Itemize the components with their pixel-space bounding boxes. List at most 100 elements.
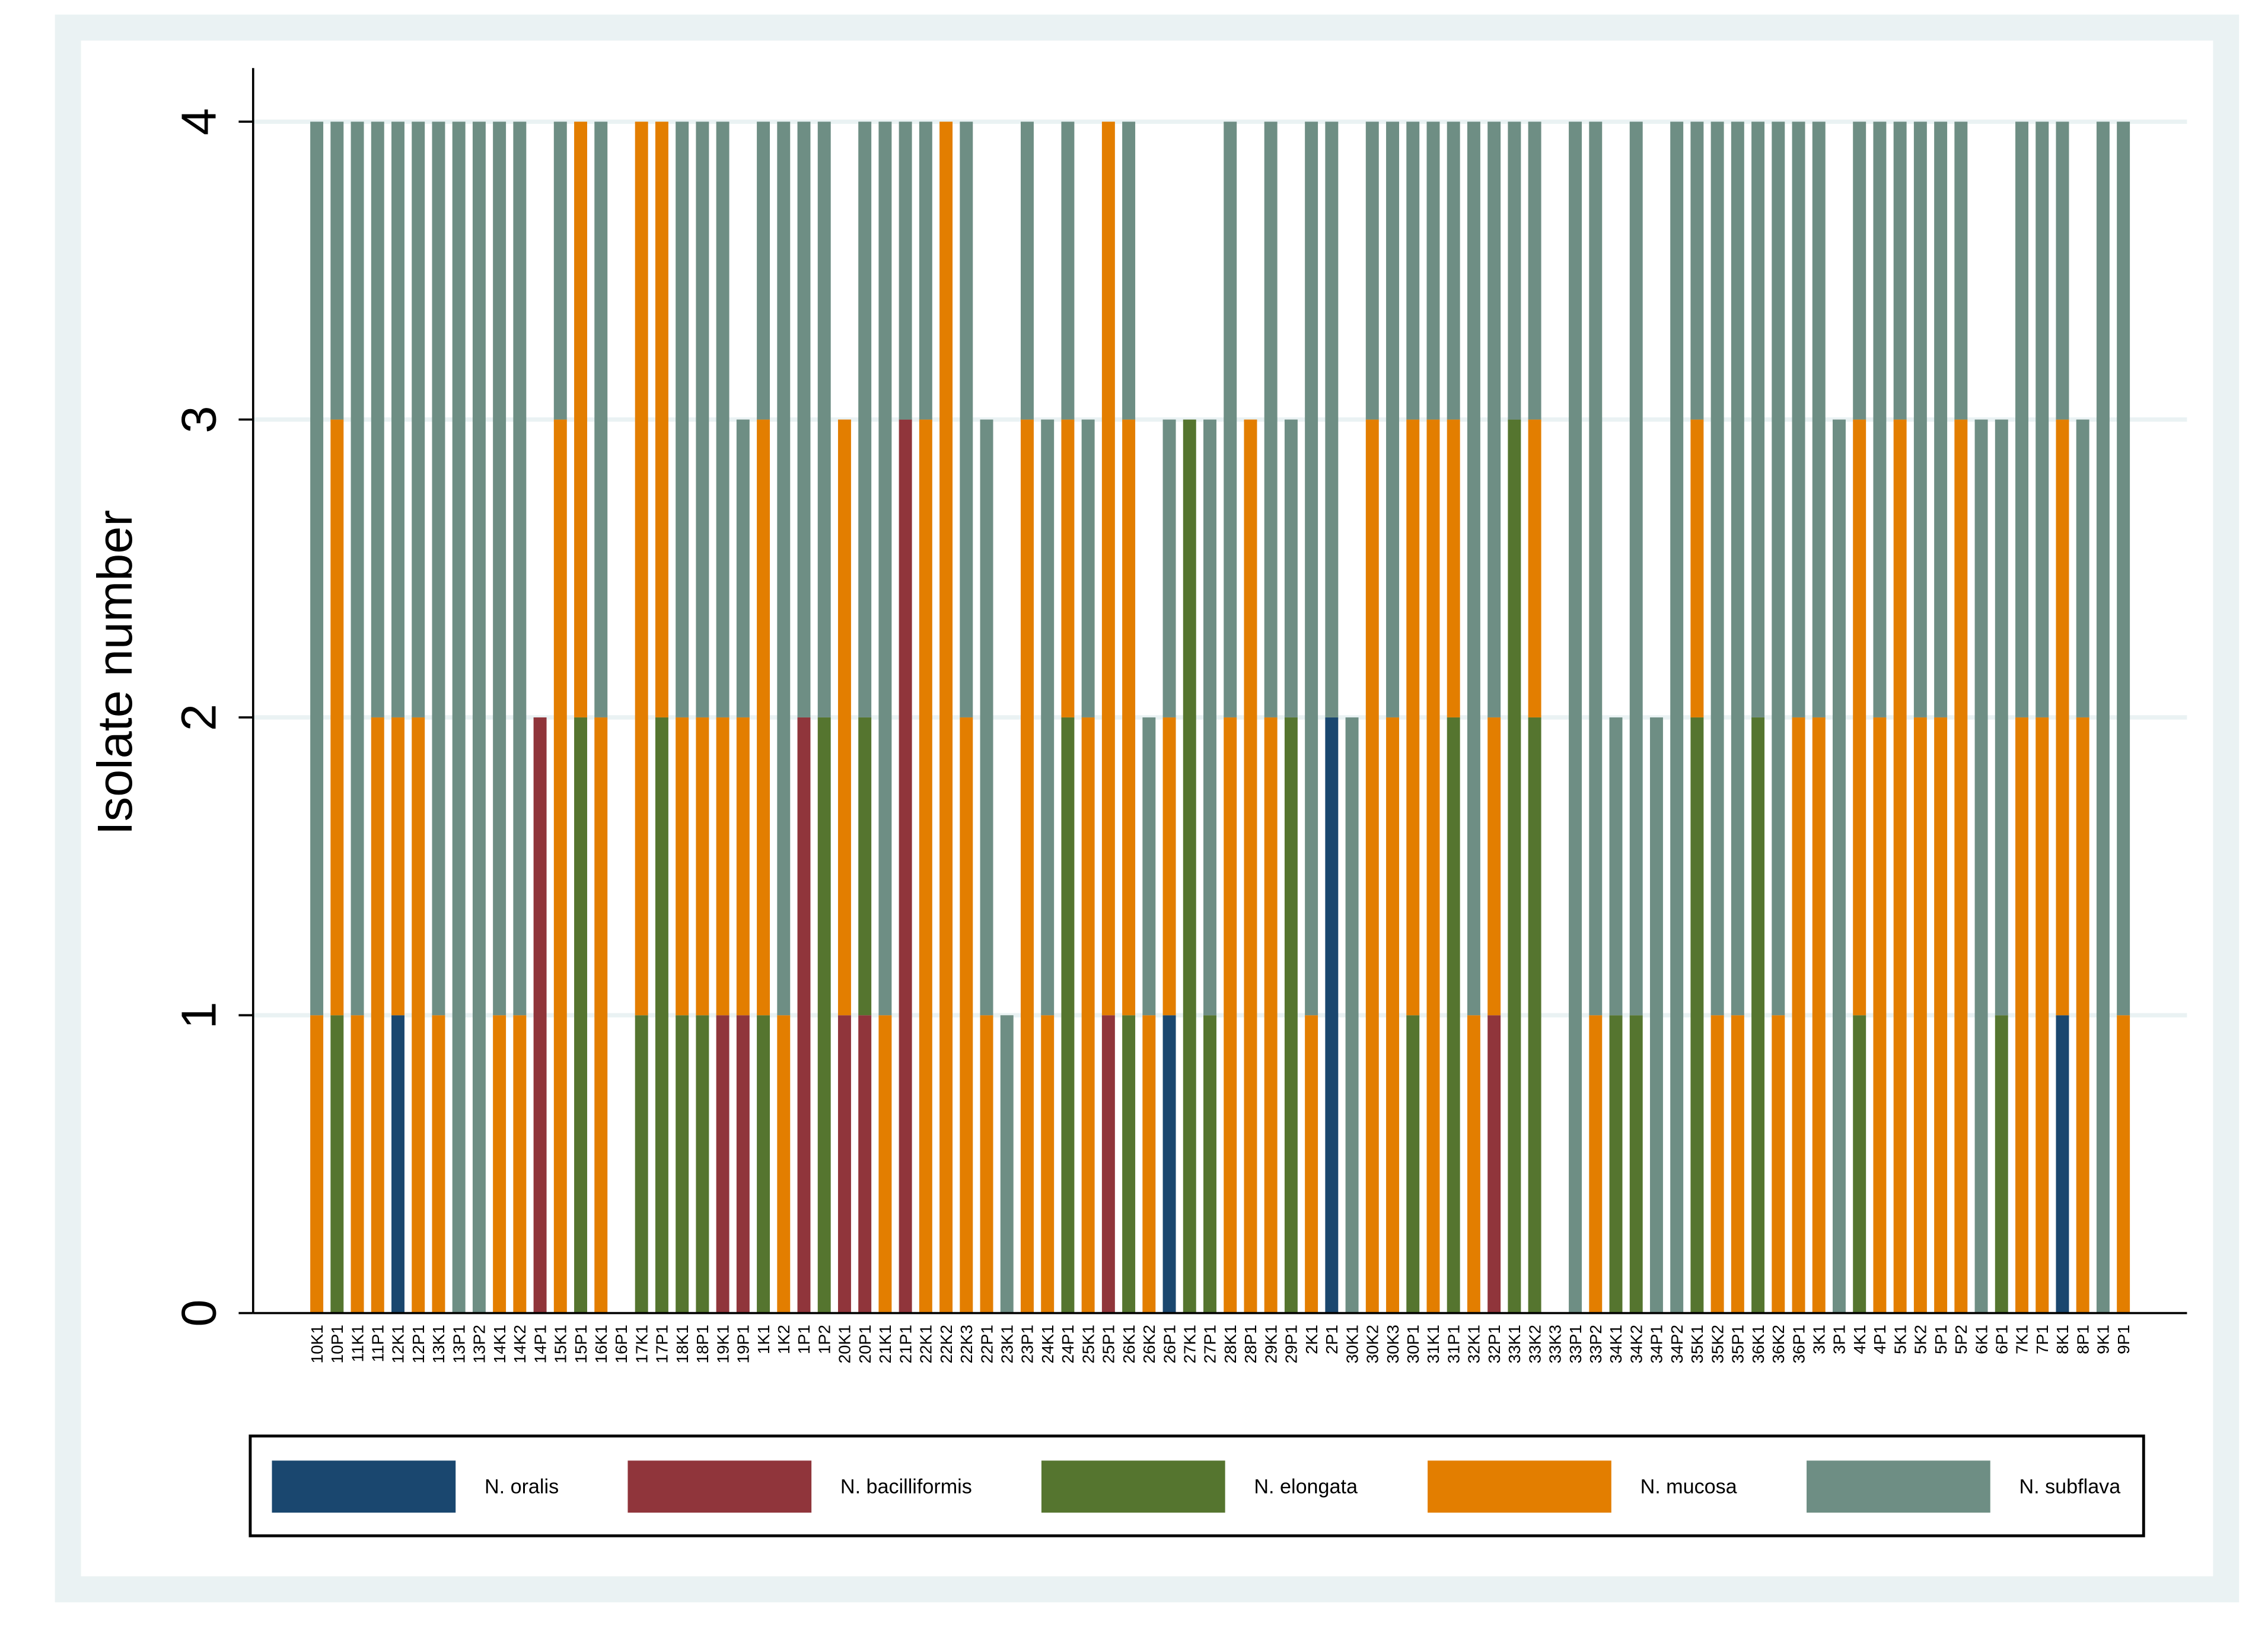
bar-segment [1183, 419, 1196, 1313]
bar-segment [635, 122, 648, 1016]
x-tick-label: 3P1 [1830, 1325, 1849, 1354]
x-tick-label: 16P1 [612, 1325, 630, 1363]
legend-key [1041, 1460, 1225, 1513]
bar-segment [493, 1015, 507, 1313]
x-tick-label: 13K1 [429, 1325, 448, 1363]
x-tick-label: 4K1 [1850, 1325, 1869, 1354]
bar-segment [1325, 122, 1339, 717]
bar-segment [1812, 122, 1826, 717]
bar-segment [1487, 717, 1501, 1016]
x-tick-label: 22K3 [957, 1325, 976, 1363]
x-tick-label: 35K1 [1688, 1325, 1706, 1363]
x-tick-label: 2P1 [1323, 1325, 1341, 1354]
bar-segment [1061, 122, 1075, 420]
x-tick-label: 19K1 [713, 1325, 732, 1363]
x-tick-label: 20K1 [836, 1325, 854, 1363]
bar-segment [1162, 1015, 1176, 1313]
bar-segment [1772, 1015, 1785, 1313]
x-tick-label: 22K1 [917, 1325, 935, 1363]
legend-key [1428, 1460, 1611, 1513]
bar-segment [310, 1015, 324, 1313]
x-tick-label: 8P1 [2073, 1325, 2092, 1354]
x-tick-label: 10K1 [308, 1325, 326, 1363]
x-tick-label: 23K1 [998, 1325, 1016, 1363]
x-tick-label: 28K1 [1221, 1325, 1240, 1363]
x-tick-label: 5P1 [1932, 1325, 1950, 1354]
x-tick-label: 29P1 [1282, 1325, 1301, 1363]
x-tick-label: 13P2 [470, 1325, 489, 1363]
bar-segment [1710, 122, 1724, 1016]
x-tick-label: 18K1 [673, 1325, 692, 1363]
x-tick-label: 12K1 [389, 1325, 407, 1363]
bar-segment [2015, 717, 2028, 1313]
bar-segment [391, 122, 404, 717]
bar-segment [1447, 419, 1460, 717]
bar-segment [939, 122, 953, 1313]
bar-segment [899, 419, 912, 1313]
bar-segment [513, 1015, 527, 1313]
x-tick-label: 15P1 [572, 1325, 590, 1363]
bar-segment [1061, 419, 1075, 717]
bar-segment [757, 1015, 770, 1313]
bar-segment [594, 122, 608, 717]
bar-segment [1081, 419, 1095, 717]
bar-segment [716, 1015, 730, 1313]
bar-segment [1284, 717, 1298, 1313]
bar-segment [2036, 717, 2049, 1313]
y-tick-label: 0 [171, 1300, 226, 1327]
x-tick-label: 21K1 [876, 1325, 894, 1363]
bar-segment [858, 1015, 872, 1313]
x-tick-label: 27P1 [1201, 1325, 1219, 1363]
bar-segment [1873, 717, 1887, 1313]
x-tick-label: 36K1 [1749, 1325, 1767, 1363]
bar-segment [412, 122, 425, 717]
bar-segment [757, 122, 770, 420]
x-tick-label: 22K2 [937, 1325, 955, 1363]
y-tick-label: 4 [171, 108, 226, 135]
x-tick-label: 7P1 [2033, 1325, 2052, 1354]
x-tick-label: 20P1 [856, 1325, 874, 1363]
x-tick-label: 25K1 [1079, 1325, 1097, 1363]
x-tick-label: 22P1 [977, 1325, 996, 1363]
legend-key [1807, 1460, 1990, 1513]
legend: N. oralis N. bacilliformis N. elongata N. m… [249, 1434, 2145, 1537]
x-tick-label: 29K1 [1262, 1325, 1280, 1363]
bar-segment [1853, 122, 1866, 420]
bar-segment [1325, 717, 1339, 1313]
bar-segment [1609, 1015, 1623, 1313]
x-tick-label: 26K2 [1140, 1325, 1158, 1363]
y-tick-label: 2 [171, 704, 226, 731]
bar-segment [1426, 122, 1440, 420]
legend-key [627, 1460, 812, 1513]
bar-segment [1751, 122, 1765, 717]
x-tick-label: 14K1 [490, 1325, 509, 1363]
bar-segment [817, 717, 831, 1313]
bar-segment [899, 122, 912, 420]
bar-segment [1629, 122, 1643, 1016]
bar-segment [1873, 122, 1887, 717]
bar-segment [655, 717, 668, 1313]
bar-segment [1224, 122, 1237, 717]
x-tick-label: 21P1 [896, 1325, 915, 1363]
bar-segment [330, 419, 344, 1016]
bar-segment [310, 122, 324, 1016]
bar-segment [1731, 1015, 1744, 1313]
bar-segment [960, 122, 973, 717]
bar-segment [574, 122, 587, 717]
bar-segment [757, 419, 770, 1016]
x-tick-label: 33K3 [1546, 1325, 1565, 1363]
bar-segment [736, 1015, 750, 1313]
bar-segment [1569, 122, 1582, 1313]
x-tick-label: 1P2 [815, 1325, 833, 1354]
x-tick-label: 3K1 [1810, 1325, 1829, 1354]
bar-segment [858, 122, 872, 717]
bar-segment [960, 717, 973, 1313]
bar-segment [1954, 419, 1968, 1313]
bar-segment [1142, 1015, 1156, 1313]
x-tick-label: 10P1 [328, 1325, 346, 1363]
bar-segment [432, 122, 445, 1016]
bar-segment [696, 122, 709, 717]
bar-segment [432, 1015, 445, 1313]
bar-segment [919, 122, 932, 420]
